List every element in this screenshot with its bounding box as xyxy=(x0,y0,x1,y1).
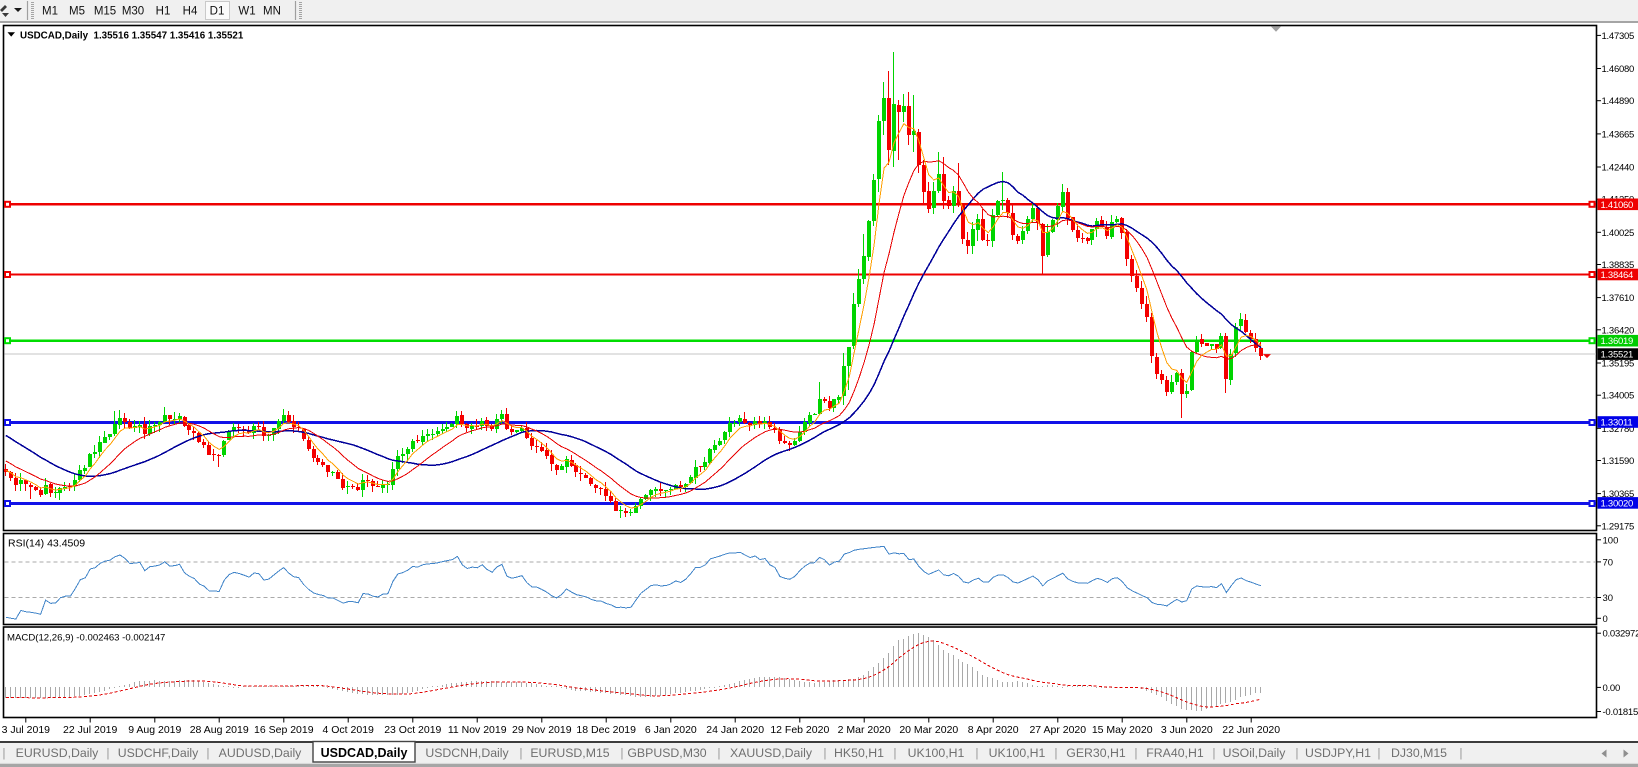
svg-text:M1: M1 xyxy=(42,6,58,18)
svg-text:|: | xyxy=(975,746,978,760)
svg-text:1.38835: 1.38835 xyxy=(1602,260,1635,271)
svg-text:1.40025: 1.40025 xyxy=(1602,228,1635,239)
svg-text:1.36420: 1.36420 xyxy=(1602,325,1635,336)
svg-text:16 Sep 2019: 16 Sep 2019 xyxy=(254,724,314,736)
svg-text:USDJPY,H1: USDJPY,H1 xyxy=(1305,746,1371,760)
svg-text:H4: H4 xyxy=(183,6,198,18)
svg-text:M30: M30 xyxy=(122,6,144,18)
svg-text:|: | xyxy=(1377,746,1380,760)
svg-text:USDCHF,Daily: USDCHF,Daily xyxy=(118,746,199,760)
svg-text:USDCAD,Daily 1.35516 1.35547: USDCAD,Daily 1.35516 1.35547 1.35416 1.3… xyxy=(20,30,244,41)
svg-text:|: | xyxy=(1054,746,1057,760)
svg-text:0.00: 0.00 xyxy=(1603,683,1621,694)
svg-text:1.36019: 1.36019 xyxy=(1601,336,1634,347)
svg-text:|: | xyxy=(717,746,720,760)
svg-text:1.37610: 1.37610 xyxy=(1602,293,1635,304)
svg-text:W1: W1 xyxy=(238,6,255,18)
svg-text:1.42440: 1.42440 xyxy=(1602,163,1635,174)
svg-text:|: | xyxy=(823,746,826,760)
svg-text:M5: M5 xyxy=(69,6,85,18)
svg-text:GER30,H1: GER30,H1 xyxy=(1066,746,1126,760)
svg-text:28 Aug 2019: 28 Aug 2019 xyxy=(190,724,249,736)
svg-text:FRA40,H1: FRA40,H1 xyxy=(1146,746,1204,760)
svg-text:MACD(12,26,9) -0.002463 -0.002: MACD(12,26,9) -0.002463 -0.002147 xyxy=(7,633,165,644)
svg-text:0.032972: 0.032972 xyxy=(1603,629,1638,640)
svg-text:|: | xyxy=(893,746,896,760)
svg-text:1.46080: 1.46080 xyxy=(1602,64,1635,75)
svg-text:|: | xyxy=(519,746,522,760)
svg-text:1.32780: 1.32780 xyxy=(1602,424,1635,435)
svg-text:UK100,H1: UK100,H1 xyxy=(908,746,965,760)
svg-text:29 Nov 2019: 29 Nov 2019 xyxy=(512,724,572,736)
svg-text:27 Apr 2020: 27 Apr 2020 xyxy=(1029,724,1086,736)
svg-text:1.30020: 1.30020 xyxy=(1601,498,1634,509)
svg-text:1.35195: 1.35195 xyxy=(1602,359,1635,370)
svg-text:XAUUSD,Daily: XAUUSD,Daily xyxy=(730,746,813,760)
svg-text:|: | xyxy=(106,746,109,760)
svg-text:11 Nov 2019: 11 Nov 2019 xyxy=(448,724,507,736)
svg-text:|: | xyxy=(1459,746,1462,760)
svg-text:1.43665: 1.43665 xyxy=(1602,129,1635,140)
svg-text:UK100,H1: UK100,H1 xyxy=(989,746,1046,760)
svg-text:8 Apr 2020: 8 Apr 2020 xyxy=(968,724,1019,736)
svg-text:22 Jun 2020: 22 Jun 2020 xyxy=(1222,724,1280,736)
svg-text:GBPUSD,M30: GBPUSD,M30 xyxy=(627,746,706,760)
svg-text:23 Oct 2019: 23 Oct 2019 xyxy=(384,724,441,736)
svg-text:100: 100 xyxy=(1603,535,1619,546)
svg-text:USDCAD,Daily: USDCAD,Daily xyxy=(321,746,408,760)
svg-text:EURUSD,Daily: EURUSD,Daily xyxy=(16,746,100,760)
svg-text:4 Oct 2019: 4 Oct 2019 xyxy=(323,724,375,736)
svg-text:9 Aug 2019: 9 Aug 2019 xyxy=(128,724,181,736)
svg-text:HK50,H1: HK50,H1 xyxy=(834,746,884,760)
svg-text:|: | xyxy=(620,746,623,760)
svg-text:1.41060: 1.41060 xyxy=(1601,200,1634,211)
svg-text:18 Dec 2019: 18 Dec 2019 xyxy=(576,724,636,736)
svg-text:M15: M15 xyxy=(94,6,116,18)
svg-text:|: | xyxy=(2,746,5,760)
svg-text:RSI(14) 43.4509: RSI(14) 43.4509 xyxy=(8,538,85,550)
svg-text:|: | xyxy=(206,746,209,760)
svg-text:DJ30,M15: DJ30,M15 xyxy=(1391,746,1447,760)
svg-text:USOil,Daily: USOil,Daily xyxy=(1223,746,1287,760)
svg-text:1.47305: 1.47305 xyxy=(1602,31,1635,42)
svg-text:0: 0 xyxy=(1603,614,1608,625)
svg-text:15 May 2020: 15 May 2020 xyxy=(1092,724,1153,736)
svg-text:|: | xyxy=(1212,746,1215,760)
svg-text:1.30365: 1.30365 xyxy=(1602,489,1635,500)
svg-text:1.38464: 1.38464 xyxy=(1601,270,1634,281)
svg-text:70: 70 xyxy=(1603,557,1614,568)
svg-text:1.35521: 1.35521 xyxy=(1601,350,1634,361)
svg-text:3 Jun 2020: 3 Jun 2020 xyxy=(1161,724,1213,736)
svg-text:USDCNH,Daily: USDCNH,Daily xyxy=(425,746,509,760)
svg-text:EURUSD,M15: EURUSD,M15 xyxy=(530,746,609,760)
svg-text:12 Feb 2020: 12 Feb 2020 xyxy=(770,724,829,736)
svg-text:24 Jan 2020: 24 Jan 2020 xyxy=(706,724,764,736)
svg-text:22 Jul 2019: 22 Jul 2019 xyxy=(63,724,117,736)
svg-text:6 Jan 2020: 6 Jan 2020 xyxy=(645,724,697,736)
svg-text:3 Jul 2019: 3 Jul 2019 xyxy=(2,724,51,736)
svg-text:1.34005: 1.34005 xyxy=(1602,391,1635,402)
svg-text:1.29175: 1.29175 xyxy=(1602,521,1635,532)
svg-text:1.44890: 1.44890 xyxy=(1602,96,1635,107)
svg-text:D1: D1 xyxy=(210,6,225,18)
svg-text:1.31590: 1.31590 xyxy=(1602,456,1635,467)
svg-text:|: | xyxy=(1134,746,1137,760)
svg-text:-0.018154: -0.018154 xyxy=(1603,707,1638,718)
svg-text:1.33011: 1.33011 xyxy=(1601,418,1633,429)
svg-text:30: 30 xyxy=(1603,593,1614,604)
svg-text:20 Mar 2020: 20 Mar 2020 xyxy=(899,724,958,736)
svg-text:H1: H1 xyxy=(156,6,171,18)
svg-text:AUDUSD,Daily: AUDUSD,Daily xyxy=(219,746,303,760)
svg-text:|: | xyxy=(1295,746,1298,760)
svg-text:2 Mar 2020: 2 Mar 2020 xyxy=(838,724,891,736)
svg-text:MN: MN xyxy=(263,6,281,18)
